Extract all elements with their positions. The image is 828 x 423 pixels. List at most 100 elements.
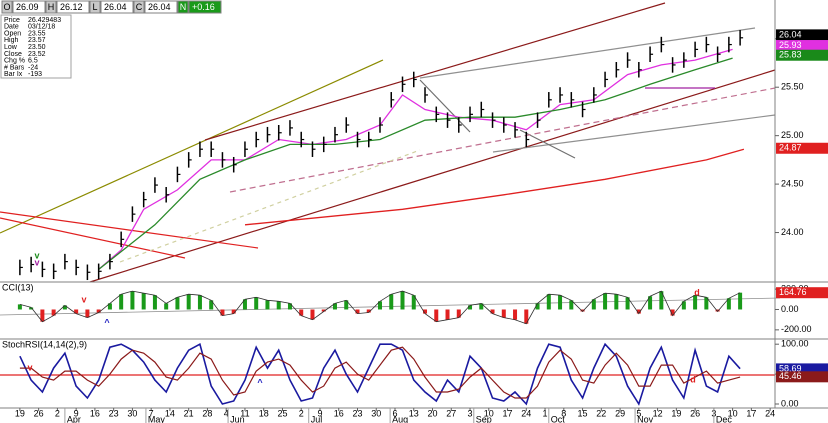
value-box-label: 58.69 (779, 363, 802, 373)
x-tick-label: 13 (409, 408, 419, 418)
cci-bar (715, 309, 720, 312)
cci-bar (96, 309, 101, 313)
value-box (776, 371, 828, 383)
cci-bar (130, 291, 135, 310)
cci-bar (434, 309, 439, 322)
cci-bar (479, 303, 484, 310)
value-box-label: 24.87 (779, 143, 802, 153)
month-label: Aug (392, 414, 408, 423)
cci-bar (85, 309, 90, 318)
x-tick-label: 23 (109, 408, 119, 418)
header-value: 26.04 (104, 2, 127, 12)
moving-average (244, 148, 745, 226)
header-label: L (92, 2, 97, 12)
cci-bar (524, 309, 529, 324)
cci-bar (591, 299, 596, 310)
x-tick-label: 16 (334, 408, 344, 418)
cci-bar (62, 305, 67, 310)
trend-line (419, 79, 471, 133)
trend-line (0, 59, 384, 234)
trend-line (229, 87, 776, 193)
x-tick-label: 28 (202, 408, 212, 418)
panel: 100.0050.000.00StochRSI(14,14(2),9)58.69… (2, 339, 828, 423)
cci-bar (490, 309, 495, 314)
cci-bar (332, 303, 337, 310)
value-box (776, 363, 828, 375)
x-tick-label: 6 (392, 408, 397, 418)
cci-bar (670, 309, 675, 316)
info-value: 03/12/18 (28, 24, 55, 31)
info-label: Low (4, 44, 18, 51)
cci-bar (400, 291, 405, 310)
panel-title: CCI(13) (2, 282, 34, 292)
cci-bar (535, 303, 540, 310)
x-tick-label: 20 (428, 408, 438, 418)
cci-bar (40, 309, 45, 322)
value-box-label: 25.83 (779, 50, 802, 60)
header-value-box (12, 0, 46, 14)
cci-line (19, 290, 741, 325)
header-label-box (45, 0, 57, 14)
cci-bar (141, 293, 146, 310)
info-value: -193 (28, 71, 42, 78)
cci-bar (693, 295, 698, 310)
info-label: Date (4, 24, 19, 31)
x-tick-label: 2 (299, 408, 304, 418)
cci-bar (580, 309, 585, 312)
x-tick-label: 11 (240, 408, 249, 418)
cci-bar (614, 294, 619, 310)
header-value: 26.09 (16, 2, 39, 12)
cci-bar (456, 309, 461, 318)
cci-bar (107, 303, 112, 310)
header-value: 26.04 (148, 2, 171, 12)
x-tick-label: 22 (596, 408, 606, 418)
info-box: Price 26.429483 Date 03/12/18 Open 23.55 High 2… (0, 14, 72, 79)
x-tick-label: 16 (90, 408, 100, 418)
info-label: High (4, 37, 19, 44)
x-tick-label: 4 (224, 408, 229, 418)
x-tick-label: 8 (561, 408, 566, 418)
y-tick-label: -200.00 (781, 324, 812, 334)
month-label: May (148, 414, 166, 423)
cci-bar (344, 300, 349, 310)
x-tick-label: 30 (371, 408, 381, 418)
info-value: 26.429483 (28, 17, 61, 24)
cci-bar (377, 301, 382, 310)
x-tick-label: 9 (317, 408, 322, 418)
x-tick-label: 7 (149, 408, 154, 418)
x-tick-label: 19 (671, 408, 681, 418)
stoch-line (19, 342, 741, 406)
x-tick-label: 24 (765, 408, 775, 418)
annotation: v (81, 294, 86, 304)
cci-bar (175, 297, 180, 310)
month-label: Jun (230, 414, 245, 423)
value-box (776, 49, 828, 61)
cci-bar (546, 294, 551, 310)
cci-bar (726, 298, 731, 310)
header-label-box (89, 0, 101, 14)
cci-bar (636, 309, 641, 314)
trend-line (204, 2, 666, 141)
trend-line (492, 114, 776, 153)
cci-bar (558, 295, 563, 310)
value-box (776, 287, 828, 299)
cci-bar (276, 301, 281, 310)
moving-average (98, 48, 733, 270)
info-label: Chg % (4, 58, 25, 65)
cci-bar (321, 309, 326, 312)
x-tick-label: 30 (127, 408, 137, 418)
month-label: Nov (637, 414, 654, 423)
header: O 26.09 H 26.12 L 26.04 C 26.04 N +0.16 (1, 0, 222, 14)
cci-bar (265, 300, 270, 310)
x-tick-label: 17 (503, 408, 513, 418)
trend-line (419, 27, 756, 79)
header-label-box (1, 0, 13, 14)
month-label: Dec (716, 414, 733, 423)
annotation: ^ (104, 317, 110, 327)
info-value: 23.55 (28, 30, 46, 37)
value-box-label: 25.93 (779, 40, 802, 50)
header-value-box (144, 0, 178, 14)
value-box-label: 45.46 (779, 371, 802, 381)
